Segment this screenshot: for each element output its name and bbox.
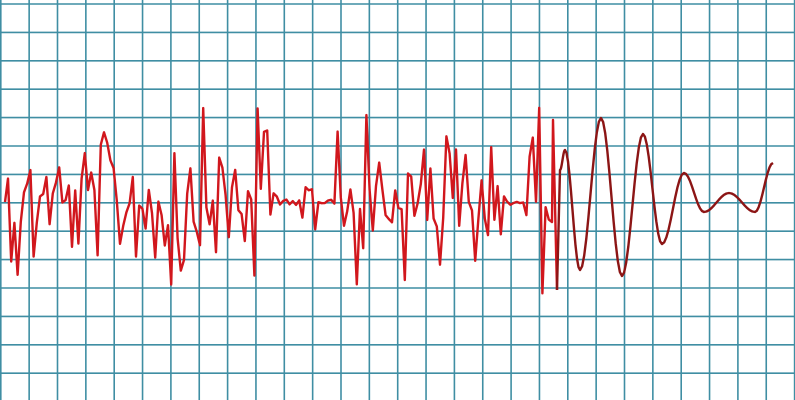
noisy-signal [3,106,559,295]
decaying-wave [555,116,774,291]
